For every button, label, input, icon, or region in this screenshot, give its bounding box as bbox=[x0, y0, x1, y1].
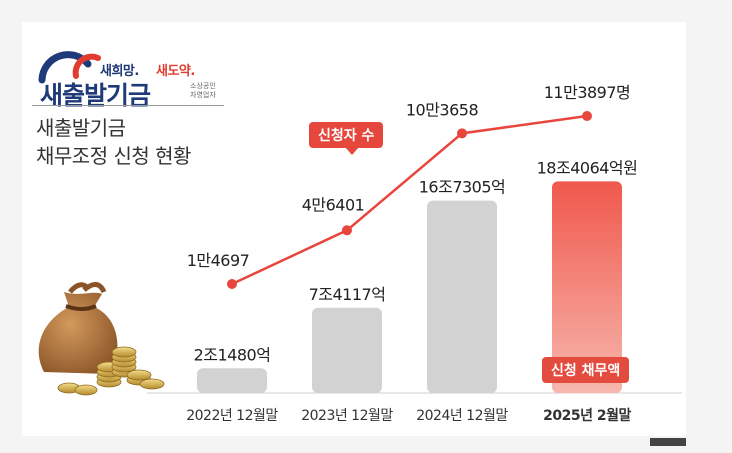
logo-slogan-part1: 새희망. bbox=[100, 64, 139, 79]
logo-divider bbox=[32, 105, 224, 106]
applicants-point-3 bbox=[457, 128, 467, 139]
applicants-line bbox=[231, 114, 588, 286]
chart-title-line1: 새출발기금 bbox=[36, 116, 126, 140]
applicants-series-tag: 신청자 수 bbox=[309, 122, 384, 155]
debt-bar-label-1: 2조1480억 bbox=[194, 345, 271, 364]
applicants-point-label-3: 10만3658 bbox=[406, 100, 479, 119]
x-tick-label-1: 2022년 12월말 bbox=[186, 408, 278, 424]
x-tick-label-2: 2023년 12월말 bbox=[301, 408, 393, 424]
debt-bar-label-2: 7조4117억 bbox=[309, 285, 386, 304]
chart-title-line2: 채무조정 신청 현황 bbox=[36, 144, 191, 168]
logo-slogan-part2: 새도약. bbox=[156, 64, 195, 79]
logo-tagline: 소상공인 자영업자 bbox=[190, 82, 230, 100]
debt-bar-2 bbox=[312, 307, 382, 393]
debt-bar-1 bbox=[197, 368, 267, 393]
debt-series-tag: 신청 채무액 bbox=[542, 357, 630, 383]
applicants-point-label-2: 4만6401 bbox=[302, 195, 365, 214]
chart-title: 새출발기금 채무조정 신청 현황 bbox=[36, 114, 191, 170]
logo-tagline-line2: 자영업자 bbox=[190, 91, 216, 99]
applicants-point-2 bbox=[342, 225, 352, 236]
money-sack-coins-icon bbox=[24, 262, 174, 402]
debt-bar-4 bbox=[552, 181, 622, 393]
x-tick-label-4: 2025년 2월말 bbox=[543, 407, 631, 424]
logo-arc-icon bbox=[38, 51, 101, 84]
chart-svg: 2조1480억 7조4117억 16조7305억 18조4064억원 1만4697 4만… bbox=[147, 83, 682, 424]
infographic-card: 새희망. 새도약. 새출발기금 소상공인 자영업자 새출발기금 채무조정 신청 … bbox=[22, 22, 686, 446]
applicants-point-label-4: 11만3897명 bbox=[544, 83, 631, 102]
debt-bar-label-3: 16조7305억 bbox=[419, 178, 506, 197]
x-tick-label-3: 2024년 12월말 bbox=[416, 408, 508, 424]
logo-tagline-line1: 소상공인 bbox=[190, 82, 216, 90]
debt-bar-3 bbox=[427, 200, 497, 393]
applicants-point-label-1: 1만4697 bbox=[187, 251, 250, 270]
applicants-point-1 bbox=[227, 279, 237, 289]
debt-bar-label-4: 18조4064억원 bbox=[537, 158, 638, 177]
applicants-point-4 bbox=[582, 111, 592, 121]
watermark-bar bbox=[650, 438, 686, 446]
